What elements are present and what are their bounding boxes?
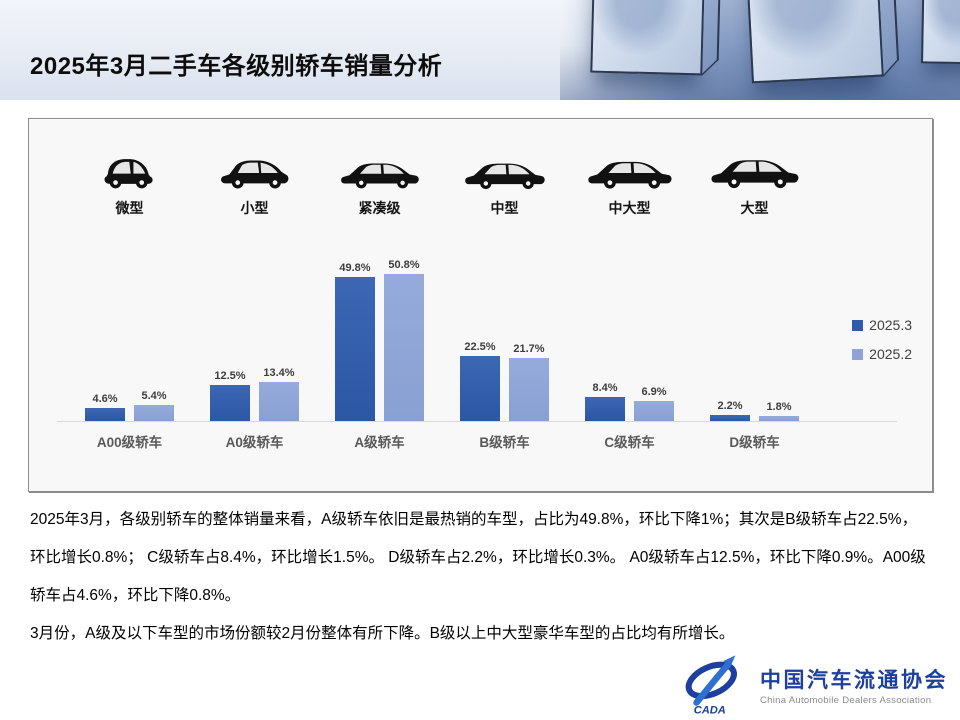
bar-cell: 4.6% [85,393,125,421]
bar-value-label: 12.5% [214,369,246,382]
header-cubes-decoration [560,0,960,100]
organization-name-en: China Automobile Dealers Association [760,695,932,706]
cube-graphic [744,0,899,84]
car-type-label: 紧凑级 [358,200,401,216]
bar-group: 12.5% 13.4% [192,367,317,421]
car-type-label: 小型 [240,200,269,216]
bar-value-label: 13.4% [263,367,295,380]
cada-logo-icon: CADA [685,655,737,716]
bar-group: 4.6% 5.4% [67,390,192,421]
bar [259,382,299,421]
car-types-row: 微型 小型 紧凑级 中型 中大型 大型 [67,133,817,218]
bar-chart: 4.6% 5.4% 12.5% 13.4% 49.8% 50.8% 22.5% 21.7% 8.… [57,249,897,451]
bar-group: 49.8% 50.8% [317,259,442,421]
bar-value-label: 4.6% [92,392,118,405]
bar-cell: 12.5% [210,370,250,421]
bar [509,358,549,421]
header-banner: 2025年3月二手车各级别轿车销量分析 [0,0,960,100]
cube-graphic [590,0,723,76]
bar-value-label: 5.4% [141,390,167,403]
car-type-cell: 大型 [692,133,817,218]
bar [384,273,424,421]
bar-cell: 21.7% [509,343,549,421]
bar [85,407,125,421]
bar-cell: 22.5% [460,341,500,421]
chart-legend: 2025.3 2025.2 [852,317,912,362]
compact-car-icon [340,163,419,189]
category-labels-row: A00级轿车 A0级轿车 A级轿车 B级轿车 C级轿车 D级轿车 [67,431,817,451]
bar-value-label: 6.9% [641,386,667,398]
bar-value-label: 1.8% [766,400,792,413]
legend-swatch-icon [852,348,864,360]
bar [335,276,375,421]
bar-cell: 2.2% [710,400,750,421]
category-label: A级轿车 [354,435,405,450]
page-title: 2025年3月二手车各级别轿车销量分析 [30,53,443,80]
organization-name-cn: 中国汽车流通协会 [760,668,948,692]
legend-item: 2025.2 [852,346,912,362]
car-type-label: 中大型 [608,200,651,216]
bar-value-label: 8.4% [592,381,618,394]
car-type-cell: 紧凑级 [317,133,442,218]
category-label: D级轿车 [729,435,780,450]
bar-cell: 13.4% [259,367,299,421]
car-type-cell: 中型 [442,133,567,218]
car-type-cell: 小型 [192,133,317,218]
micro-car-icon [104,159,153,189]
large-car-icon [710,160,798,189]
bar-group: 2.2% 1.8% [692,400,817,421]
small-car-icon [220,160,288,189]
bar-value-label: 22.5% [464,340,496,353]
cube-graphic [920,0,960,65]
category-label: B级轿车 [479,435,530,450]
bar-group: 22.5% 21.7% [442,341,567,421]
car-type-label: 大型 [740,200,769,216]
bar [585,396,625,421]
organization-logo: CADA 中国汽车流通协会 China Automobile Dealers A… [678,654,948,716]
car-type-cell: 微型 [67,133,192,218]
cada-logo-text: CADA [694,705,726,716]
bar-value-label: 2.2% [717,399,743,412]
bar-group: 8.4% 6.9% [567,382,692,421]
legend-label: 2025.2 [869,346,912,362]
bar-value-label: 21.7% [513,343,545,356]
bar-cell: 49.8% [335,262,375,421]
bar-value-label: 49.8% [339,261,371,274]
bar-cell: 5.4% [134,390,174,421]
bar [759,415,799,421]
bar-cell: 1.8% [759,401,799,421]
legend-label: 2025.3 [869,317,912,333]
bar-cell: 8.4% [585,382,625,421]
bar [460,355,500,421]
car-type-cell: 中大型 [567,133,692,218]
analysis-text: 2025年3月，各级别轿车的整体销量来看，A级轿车依旧是最热销的车型，占比为49… [30,501,932,653]
organization-names: 中国汽车流通协会 China Automobile Dealers Associ… [760,664,948,706]
category-label: A0级轿车 [225,435,284,450]
bar-value-label: 50.8% [388,258,420,271]
bar [710,414,750,421]
x-axis-line [57,421,897,422]
bar-cell: 50.8% [384,259,424,421]
analysis-paragraph-1: 2025年3月，各级别轿车的整体销量来看，A级轿车依旧是最热销的车型，占比为49… [30,511,926,604]
legend-item: 2025.3 [852,317,912,333]
bar [210,384,250,421]
category-label: A00级轿车 [96,435,163,450]
car-type-label: 中型 [490,200,519,216]
midsize-car-icon [464,163,545,189]
mid-large-car-icon [587,161,672,189]
bar [634,401,674,421]
chart-panel: 微型 小型 紧凑级 中型 中大型 大型 4.6% 5.4% 12.5% 13.4% 49… [28,118,933,492]
analysis-paragraph-2: 3月份，A级及以下车型的市场份额较2月份整体有所下降。B级以上中大型豪华车型的占… [30,625,735,642]
bar-groups: 4.6% 5.4% 12.5% 13.4% 49.8% 50.8% 22.5% 21.7% 8.… [67,249,817,421]
bar [134,405,174,421]
bar-cell: 6.9% [634,386,674,421]
legend-swatch-icon [852,319,864,331]
car-type-label: 微型 [115,200,144,216]
category-label: C级轿车 [604,435,655,450]
